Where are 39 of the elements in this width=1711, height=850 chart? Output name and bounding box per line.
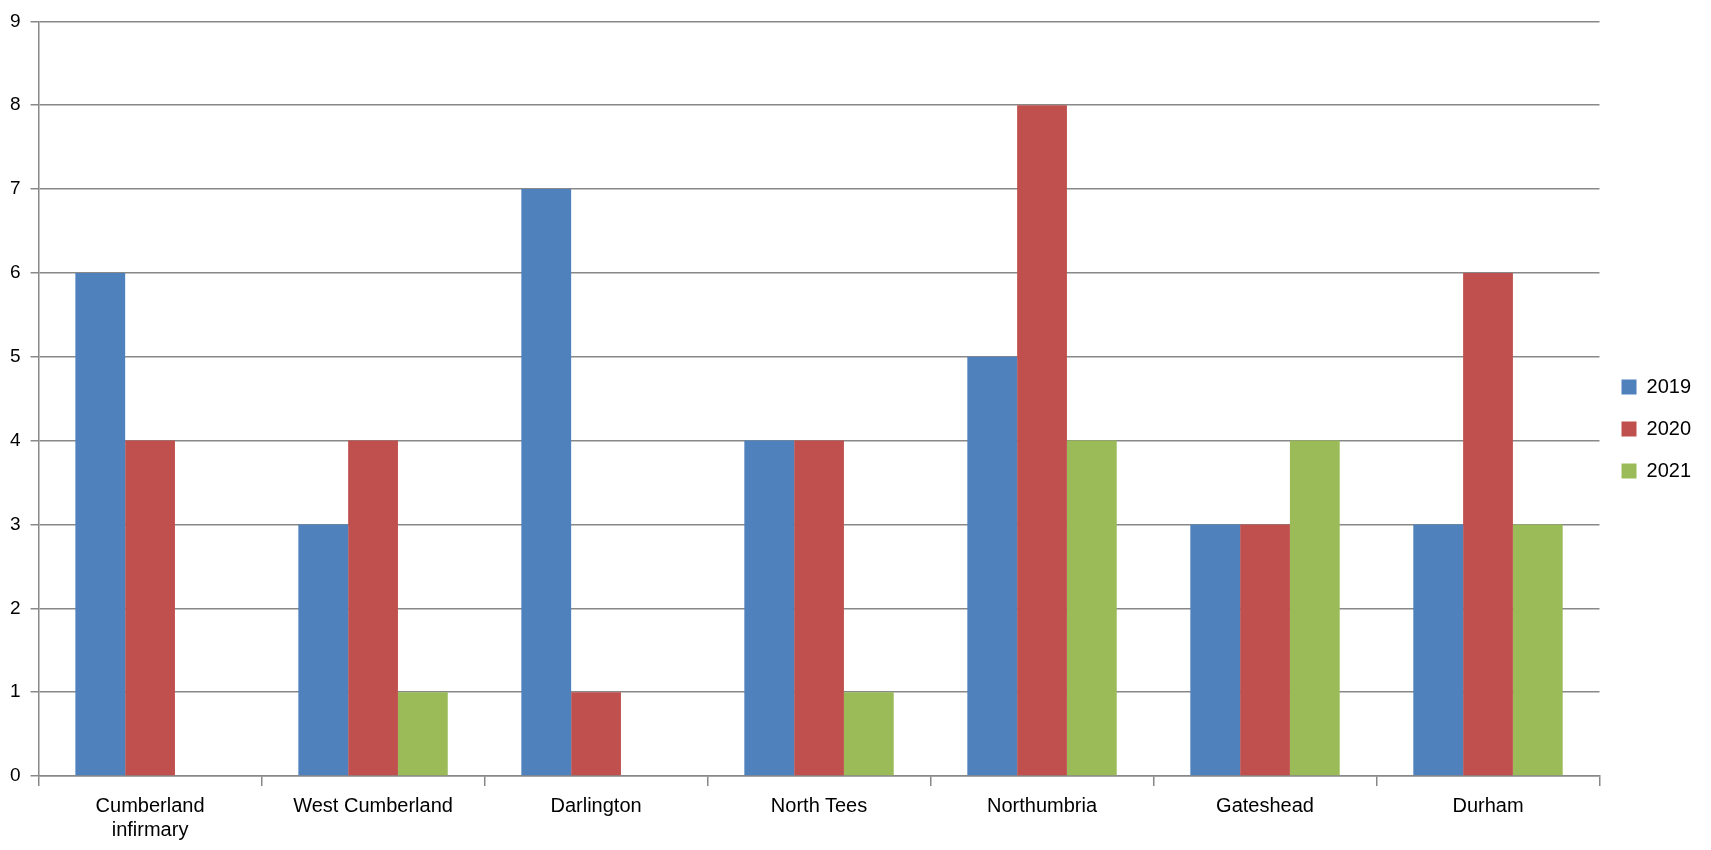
x-tick-label: North Tees [770, 793, 868, 816]
y-tick-label: 0 [9, 764, 21, 786]
bar [348, 440, 398, 776]
y-tick-label: 5 [9, 345, 21, 367]
bar [1463, 272, 1513, 776]
bar [125, 440, 175, 776]
bar [521, 189, 572, 776]
x-tick-label: Durham [1452, 793, 1524, 816]
bar [397, 692, 448, 776]
legend-label: 2019 [1646, 374, 1692, 397]
bar [1017, 105, 1067, 776]
y-tick-label: 2 [9, 596, 21, 618]
bar [571, 692, 621, 776]
y-tick-label: 1 [9, 680, 21, 702]
bar [1413, 524, 1464, 776]
bar [794, 440, 844, 776]
bar [1240, 524, 1290, 776]
bar [1512, 524, 1563, 776]
x-tick-label: West Cumberland [293, 793, 453, 816]
x-tick-label: Northumbria [987, 793, 1098, 816]
x-tick-label: Gateshead [1216, 793, 1314, 816]
y-tick-label: 8 [9, 93, 21, 115]
bar [967, 356, 1018, 776]
y-tick-label: 6 [9, 261, 21, 283]
bar [298, 524, 349, 776]
bar [843, 692, 894, 776]
y-tick-label: 4 [9, 428, 21, 450]
x-tick-label: Cumberland infirmary [95, 793, 205, 840]
legend-label: 2021 [1646, 458, 1692, 481]
y-tick-label: 7 [9, 177, 21, 199]
bar [1190, 524, 1241, 776]
bar [1066, 440, 1117, 776]
x-tick-label: Darlington [550, 793, 642, 816]
bar [744, 440, 795, 776]
legend-label: 2020 [1646, 416, 1692, 439]
y-tick-label: 3 [9, 512, 21, 534]
bar [1289, 440, 1340, 776]
y-tick-label: 9 [9, 9, 21, 31]
bar [75, 272, 126, 776]
